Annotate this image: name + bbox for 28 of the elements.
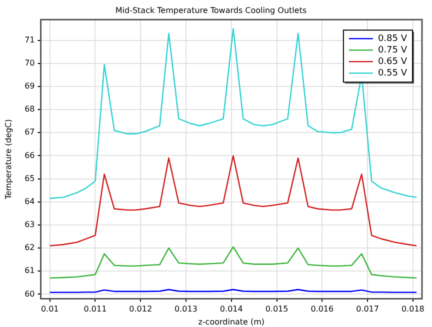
y-tick-label: 69 [24, 82, 35, 91]
y-tick-label: 60 [24, 289, 35, 298]
x-axis-title: z-coordinate (m) [198, 317, 265, 326]
y-tick-label: 66 [24, 150, 35, 160]
chart-title: Mid-Stack Temperature Towards Cooling Outlets [115, 6, 307, 15]
y-tick-label: 68 [24, 104, 35, 114]
x-tick-label: 0.012 [129, 304, 152, 314]
x-tick-label: 0.014 [220, 304, 243, 314]
y-axis-title: Temperature (degC) [4, 119, 13, 200]
x-tick-label: 0.016 [310, 304, 334, 314]
legend-label: 0.55 V [378, 68, 408, 78]
x-tick-label: 0.015 [265, 304, 288, 314]
y-tick-label: 61 [24, 266, 35, 276]
y-tick-label: 63 [24, 220, 35, 230]
legend-label: 0.65 V [378, 56, 408, 67]
legend-label: 0.85 V [378, 34, 408, 44]
y-tick-label: 71 [24, 35, 35, 44]
y-tick-label: 67 [24, 128, 35, 137]
x-tick-label: 0.017 [356, 304, 379, 314]
x-tick-label: 0.011 [84, 304, 107, 314]
x-tick-label: 0.013 [174, 304, 198, 314]
x-tick-label: 0.01 [40, 304, 59, 314]
y-tick-label: 70 [24, 58, 35, 68]
y-tick-label: 65 [24, 174, 35, 183]
y-tick-label: 62 [24, 243, 35, 252]
y-tick-label: 64 [24, 196, 35, 206]
x-tick-label: 0.018 [401, 304, 424, 314]
legend-label: 0.75 V [378, 45, 408, 56]
